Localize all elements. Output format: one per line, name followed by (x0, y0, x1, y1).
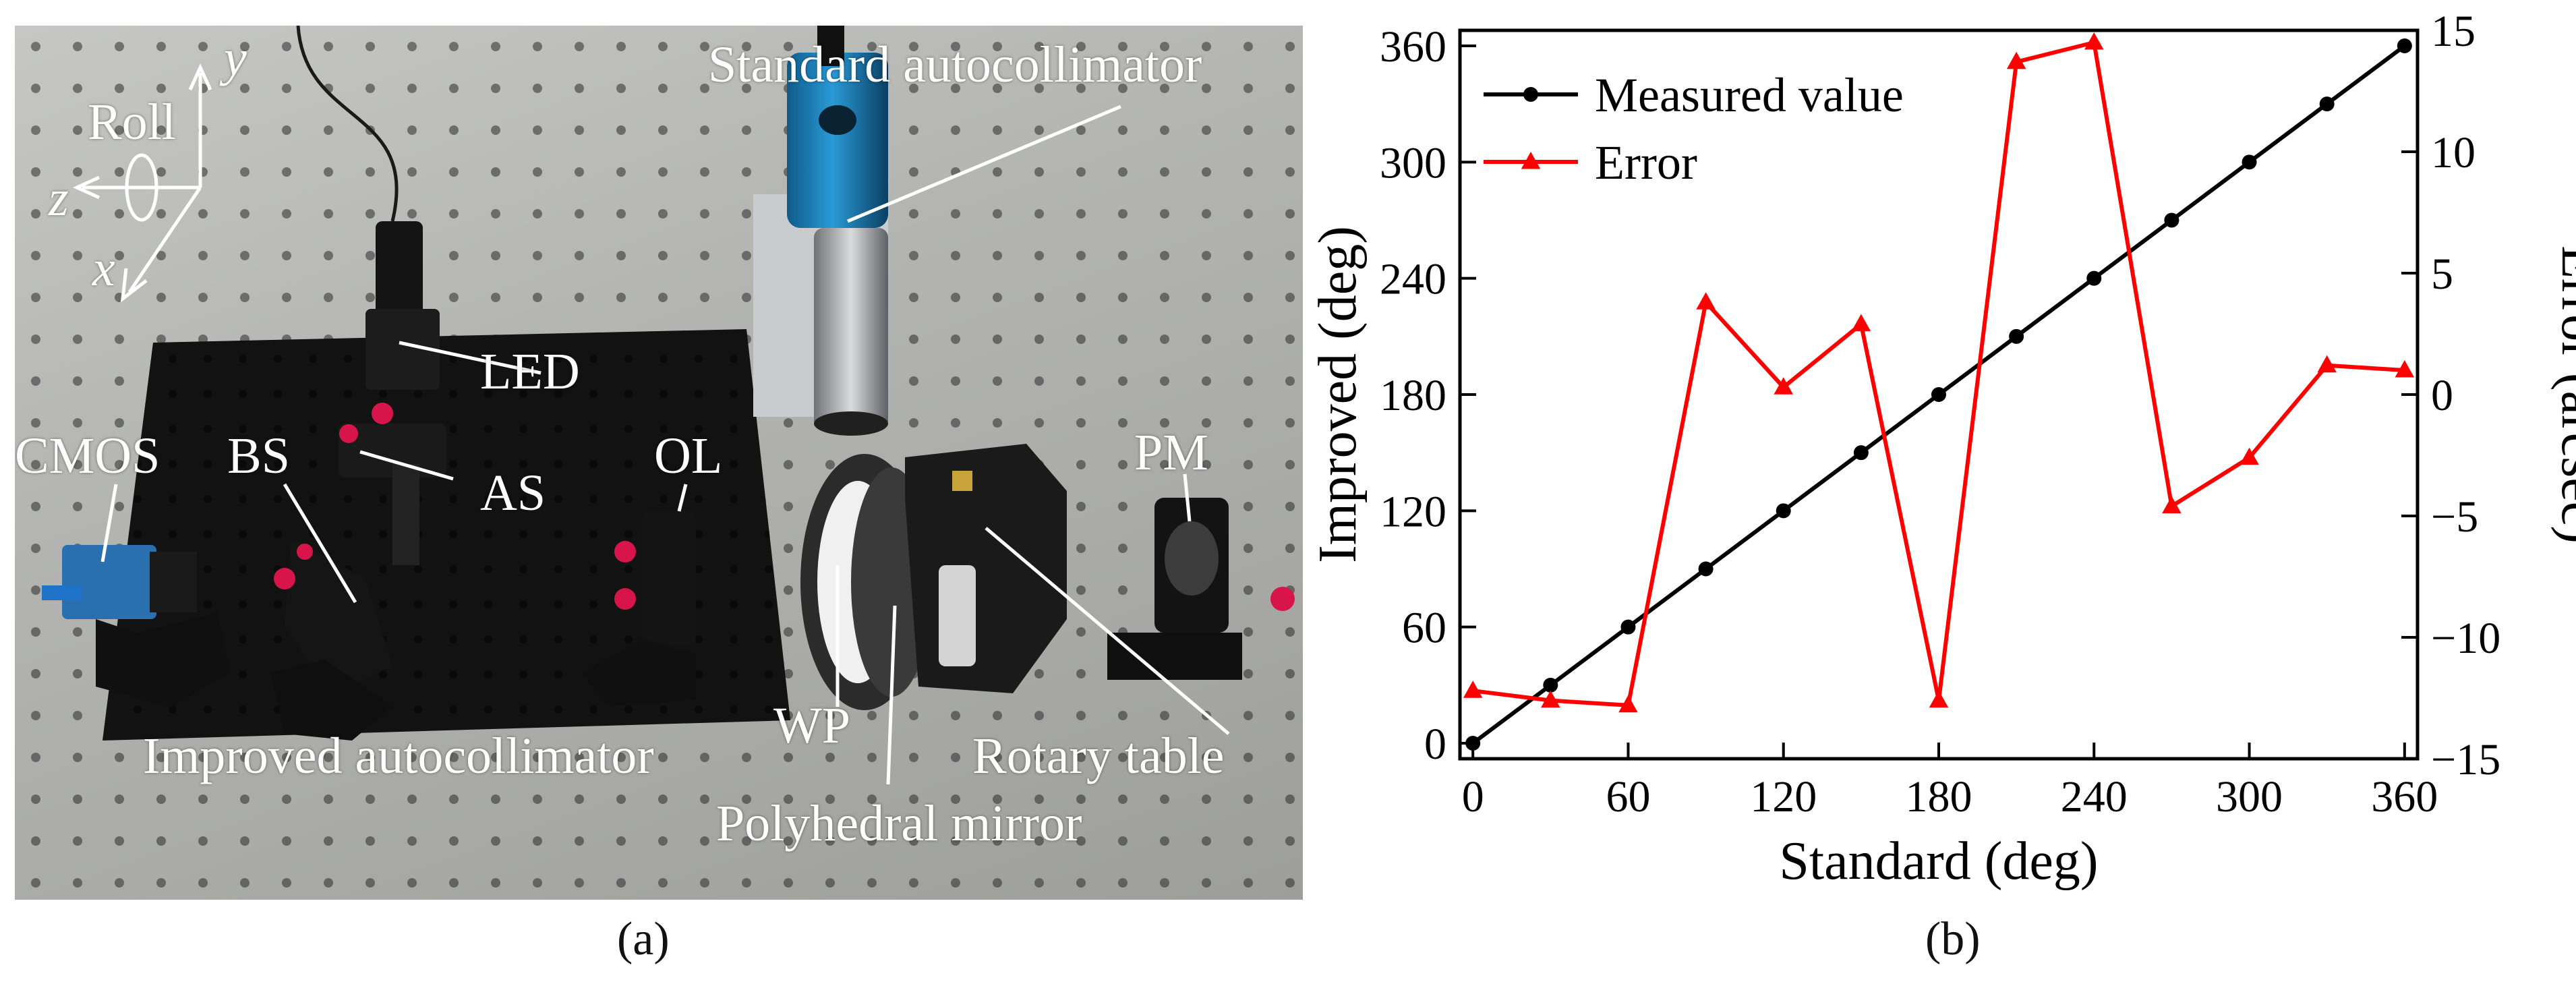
error-chart: 0 60 120 180 240 300 360060120180240300360−15−… (1308, 7, 2576, 891)
data-point (1618, 695, 1638, 713)
panel-b-caption: (b) (1925, 913, 1981, 965)
polyhedral-mirror-label: Polyhedral mirror (716, 795, 1082, 852)
data-point (2009, 328, 2024, 344)
data-point (1851, 314, 1871, 332)
panel-a-caption: (a) (617, 913, 670, 965)
y-tick-label: 0 (1424, 720, 1446, 769)
y2-tick-label: 10 (2431, 128, 2476, 177)
legend-marker (1521, 152, 1541, 169)
standard-autocollimator-body (787, 53, 888, 228)
data-point (1543, 677, 1558, 693)
as-label: AS (480, 465, 546, 521)
y-tick-label: 300 (1380, 138, 1446, 187)
led-mount (376, 221, 423, 319)
y-tick-label: 120 (1380, 487, 1446, 536)
ol-label: OL (654, 428, 723, 484)
rotary-table-label: Rotary table (972, 728, 1225, 784)
legend-label: Measured value (1595, 68, 1904, 122)
data-point (1620, 619, 1636, 635)
data-point (1698, 561, 1714, 577)
y-axis-label: Improved (deg) (1308, 226, 1368, 563)
data-point (2006, 51, 2026, 69)
data-point (1853, 445, 1869, 461)
y2-axis-label: Error (arcsec) (2550, 245, 2576, 544)
data-point (1465, 736, 1481, 751)
setup-photo-drawing (15, 26, 1303, 900)
x-tick-label: 360 (2371, 772, 2438, 821)
y2-tick-label: 15 (2431, 7, 2476, 56)
x-tick-label: 180 (1906, 772, 1972, 821)
legend-marker (1523, 87, 1538, 102)
setup-photo: Roll y z x Standard autocollimator LED C… (15, 26, 1303, 900)
x-tick-label: 60 (1606, 772, 1650, 821)
axis-ticks: 0 60 120 180 240 300 360060120180240300360−15−… (1380, 7, 2500, 821)
cmos-camera (62, 545, 156, 619)
label-leaders (100, 105, 1230, 785)
bs-label: BS (227, 428, 290, 484)
axis-x-label: x (92, 240, 115, 297)
led-label: LED (480, 343, 580, 400)
coordinate-axes (72, 63, 212, 303)
data-point (2084, 32, 2104, 50)
data-point (2240, 447, 2259, 465)
data-point (2242, 154, 2257, 170)
axis-z-label: z (49, 170, 69, 227)
x-tick-label: 0 (1462, 772, 1484, 821)
data-point (2319, 96, 2335, 112)
data-point (2164, 212, 2179, 228)
x-tick-label: 240 (2061, 772, 2128, 821)
data-point (1929, 690, 1949, 708)
data-point (2162, 496, 2182, 514)
legend-label: Error (1595, 136, 1697, 190)
data-point (1931, 387, 1946, 402)
data-point (2397, 38, 2412, 53)
axis-y-label: y (224, 30, 247, 86)
data-point (2317, 355, 2337, 373)
improved-autocollimator-label: Improved autocollimator (143, 728, 654, 784)
data-point (1541, 690, 1560, 708)
data-point (1463, 681, 1483, 698)
y-tick-label: 240 (1380, 255, 1446, 304)
ol-mount (642, 511, 696, 646)
standard-autocollimator-label: Standard autocollimator (708, 36, 1202, 93)
pm-label: PM (1134, 424, 1208, 481)
legend: Measured value Error (1484, 68, 1904, 190)
series-layer (1463, 32, 2415, 751)
y2-tick-label: −15 (2431, 735, 2500, 784)
data-point (1696, 292, 1716, 310)
x-tick-label: 120 (1750, 772, 1817, 821)
y2-tick-label: −5 (2431, 492, 2478, 542)
data-point (1776, 503, 1791, 519)
y-tick-label: 360 (1380, 22, 1446, 71)
y-tick-label: 180 (1380, 371, 1446, 420)
data-point (2395, 360, 2415, 378)
wp-label: WP (773, 697, 850, 754)
bs-mount (285, 538, 392, 693)
y2-tick-label: −10 (2431, 614, 2500, 663)
x-axis-label: Standard (deg) (1779, 832, 2098, 891)
roll-label: Roll (88, 94, 176, 150)
y-tick-label: 60 (1402, 604, 1446, 653)
data-point (1774, 377, 1793, 395)
cmos-label: CMOS (15, 428, 160, 484)
data-point (2086, 270, 2102, 286)
y2-tick-label: 5 (2431, 250, 2453, 299)
chart-panel: 0 60 120 180 240 300 360 0 60 120 180 240 300 360 −15−… (1308, 0, 2576, 984)
x-tick-label: 300 (2216, 772, 2283, 821)
y2-tick-label: 0 (2431, 371, 2453, 420)
